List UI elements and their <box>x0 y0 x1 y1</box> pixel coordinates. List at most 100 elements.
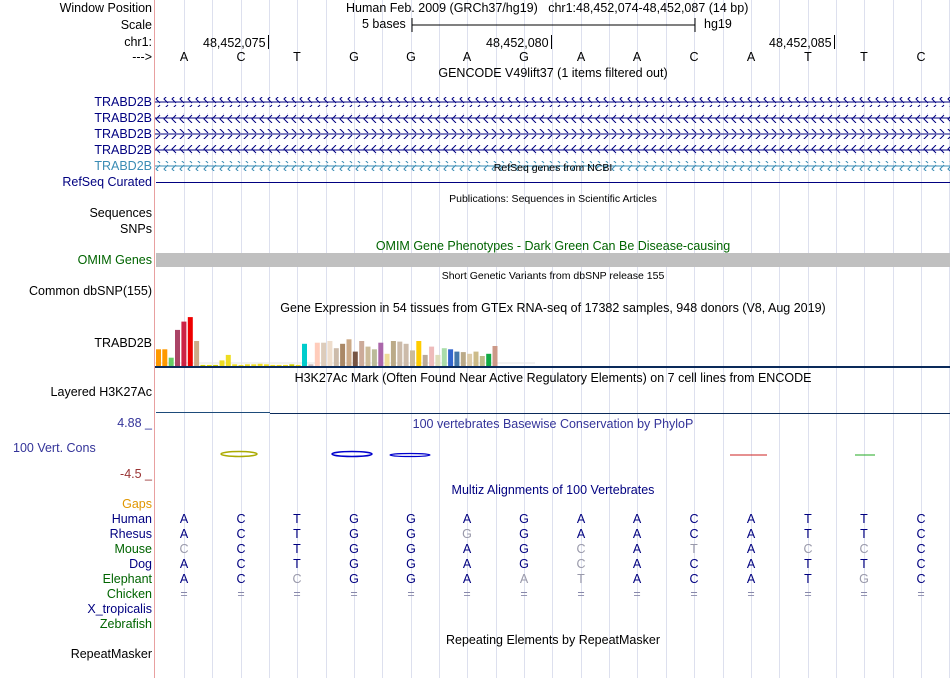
gtex-tissue-bar[interactable] <box>333 348 339 366</box>
gtex-tissue-bar[interactable] <box>460 352 466 366</box>
gencode-gene-label[interactable]: TRABD2B <box>94 143 152 157</box>
gtex-label[interactable]: TRABD2B <box>94 336 152 350</box>
gtex-tissue-bar[interactable] <box>187 317 193 366</box>
gtex-tissue-bar[interactable] <box>302 343 307 366</box>
gtex-tissue-bar[interactable] <box>454 351 460 366</box>
gtex-tissue-bar[interactable] <box>283 364 288 366</box>
gtex-tissue-bar[interactable] <box>352 351 358 366</box>
gtex-tissue-bar[interactable] <box>194 341 200 366</box>
gencode-gene-models[interactable] <box>155 94 950 174</box>
gaps-label[interactable]: Gaps <box>122 497 152 511</box>
gtex-tissue-bar[interactable] <box>276 364 282 366</box>
gencode-gene-label[interactable]: TRABD2B <box>94 111 152 125</box>
repeatmasker-label[interactable]: RepeatMasker <box>70 647 152 661</box>
gtex-tissue-bar[interactable] <box>327 341 333 366</box>
gtex-tissue-bar[interactable] <box>467 353 473 366</box>
gtex-tissue-bar[interactable] <box>435 354 441 366</box>
gtex-tissue-bar[interactable] <box>441 348 447 366</box>
omim-track-title[interactable]: OMIM Gene Phenotypes - Dark Green Can Be… <box>375 239 731 253</box>
gencode-gene-label[interactable]: TRABD2B <box>94 127 152 141</box>
grid-line <box>411 0 412 678</box>
gtex-tissue-bar[interactable] <box>359 341 365 366</box>
gtex-tissue-bar[interactable] <box>390 341 396 366</box>
gtex-tissue-bar[interactable] <box>219 360 225 366</box>
gtex-tissue-bar[interactable] <box>206 364 212 366</box>
refseq-gene-line[interactable] <box>156 182 950 183</box>
gtex-tissue-bar[interactable] <box>422 354 428 366</box>
gtex-tissue-bar[interactable] <box>232 364 238 366</box>
gencode-gene-label[interactable]: TRABD2B <box>94 95 152 109</box>
gtex-tissue-bar[interactable] <box>175 329 180 366</box>
gtex-tissue-bar[interactable] <box>378 342 384 366</box>
species-label-chicken[interactable]: Chicken <box>106 587 152 601</box>
gtex-tissue-bar[interactable] <box>225 354 231 366</box>
species-label-zebrafish[interactable]: Zebrafish <box>99 617 152 631</box>
species-label-human[interactable]: Human <box>111 512 152 526</box>
grid-line <box>751 0 752 678</box>
gtex-tissue-bar[interactable] <box>295 364 301 366</box>
h3k27ac-track-title[interactable]: H3K27Ac Mark (Often Found Near Active Re… <box>294 371 812 385</box>
gtex-tissue-bar[interactable] <box>200 364 206 366</box>
species-label-rhesus[interactable]: Rhesus <box>109 527 152 541</box>
db-text: hg19 <box>704 17 732 31</box>
repeatmasker-track-title[interactable]: Repeating Elements by RepeatMasker <box>445 633 660 647</box>
gtex-tissue-bar[interactable] <box>181 321 187 366</box>
gtex-tissue-bar[interactable] <box>238 364 244 366</box>
gtex-tissue-bar[interactable] <box>321 342 327 366</box>
omim-gene-bar[interactable] <box>156 253 950 267</box>
publications-snps-label[interactable]: SNPs <box>120 222 152 236</box>
alignment-base: = <box>293 587 301 601</box>
omim-label[interactable]: OMIM Genes <box>77 253 152 267</box>
multiz-track-title[interactable]: Multiz Alignments of 100 Vertebrates <box>451 483 655 497</box>
gtex-tissue-bar[interactable] <box>397 341 403 366</box>
gtex-tissue-bar[interactable] <box>289 364 295 366</box>
gtex-tissue-bar[interactable] <box>416 341 422 366</box>
refseq-track-title[interactable]: RefSeq genes from NCBI <box>493 162 613 174</box>
gtex-tissue-bar[interactable] <box>448 349 454 366</box>
gtex-tissue-bar[interactable] <box>486 353 492 366</box>
gtex-tissue-bar[interactable] <box>308 364 314 366</box>
gencode-gene-label[interactable]: TRABD2B <box>94 159 152 173</box>
gtex-tissue-bar[interactable] <box>251 364 257 366</box>
h3k27ac-signal <box>156 412 270 413</box>
gtex-tissue-bar[interactable] <box>156 349 161 366</box>
gtex-tissue-bar[interactable] <box>257 363 263 366</box>
gtex-tissue-bar[interactable] <box>162 349 168 366</box>
gtex-tissue-bar[interactable] <box>314 342 320 366</box>
dbsnp-label[interactable]: Common dbSNP(155) <box>29 284 152 298</box>
publications-sequences-label[interactable]: Sequences <box>89 206 152 220</box>
gtex-tissue-bar[interactable] <box>479 356 485 366</box>
species-label-x_tropicalis[interactable]: X_tropicalis <box>87 602 152 616</box>
gtex-track-title[interactable]: Gene Expression in 54 tissues from GTEx … <box>280 301 826 315</box>
gtex-tissue-bar[interactable] <box>168 357 174 366</box>
gtex-tissue-bar[interactable] <box>340 343 346 366</box>
species-label-dog[interactable]: Dog <box>129 557 152 571</box>
gencode-track-title[interactable]: GENCODE V49lift37 (1 items filtered out) <box>438 66 668 80</box>
gtex-tissue-bar[interactable] <box>244 364 250 366</box>
gtex-tissue-bar[interactable] <box>346 339 352 366</box>
gtex-tissue-bar[interactable] <box>403 343 409 366</box>
grid-line <box>496 0 497 678</box>
gtex-tissue-bar[interactable] <box>410 350 415 366</box>
gtex-tissue-bar[interactable] <box>473 351 479 366</box>
reference-base: A <box>746 50 756 64</box>
refseq-label[interactable]: RefSeq Curated <box>62 175 152 189</box>
gtex-tissue-bar[interactable] <box>429 346 435 366</box>
species-label-elephant[interactable]: Elephant <box>102 572 152 586</box>
gtex-tissue-bar[interactable] <box>365 346 371 366</box>
gtex-tissue-bar[interactable] <box>270 364 276 366</box>
species-label-mouse[interactable]: Mouse <box>114 542 152 556</box>
gtex-tissue-bar[interactable] <box>384 353 390 366</box>
gtex-tissue-bar[interactable] <box>213 364 219 366</box>
gtex-tissue-bar[interactable] <box>492 346 498 366</box>
alignment-base: A <box>632 572 642 586</box>
gtex-tissue-bar[interactable] <box>263 364 269 366</box>
dbsnp-track-title[interactable]: Short Genetic Variants from dbSNP releas… <box>441 270 665 282</box>
h3k27ac-label[interactable]: Layered H3K27Ac <box>50 385 152 399</box>
gtex-bar-chart[interactable] <box>155 314 950 370</box>
alignment-base: A <box>632 542 642 556</box>
publications-track-title[interactable]: Publications: Sequences in Scientific Ar… <box>449 193 657 205</box>
gtex-tissue-bar[interactable] <box>371 349 377 366</box>
cons-track-title[interactable]: 100 vertebrates Basewise Conservation by… <box>412 417 694 431</box>
cons-label[interactable]: 100 Vert. Cons <box>13 441 96 455</box>
